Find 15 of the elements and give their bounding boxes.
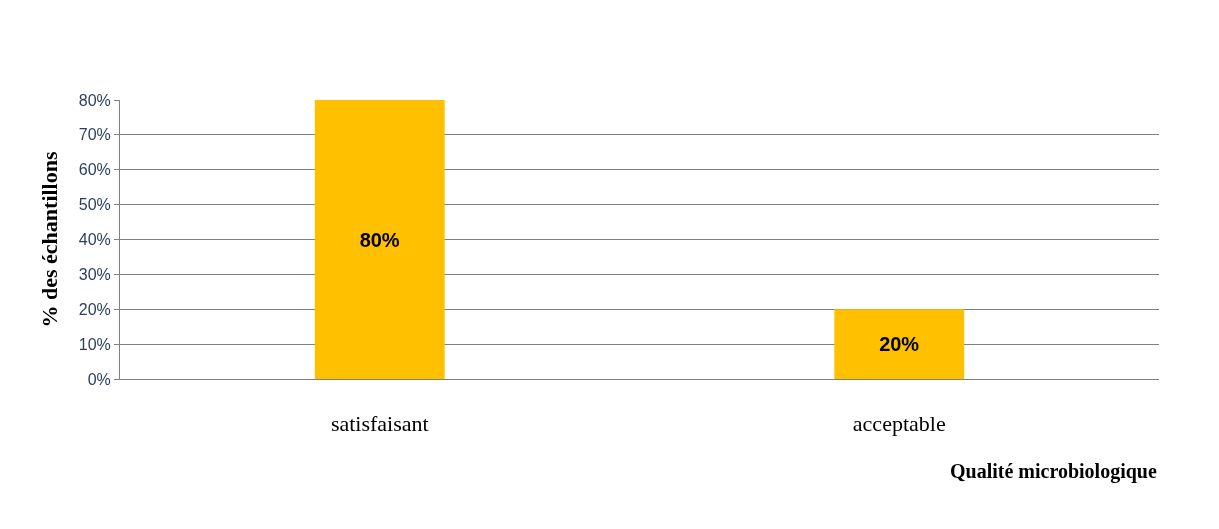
y-tick-label: 0% xyxy=(87,370,111,388)
y-tick-label: 10% xyxy=(78,335,111,353)
y-tick-label: 50% xyxy=(78,196,111,214)
y-tick-label: 70% xyxy=(78,126,111,144)
data-label: 20% xyxy=(879,333,920,356)
y-tick-label: 80% xyxy=(78,91,111,109)
x-axis-title: Qualité microbiologique xyxy=(950,460,1157,483)
y-axis-title: % des échantillons xyxy=(36,151,62,328)
x-tick-label: satisfaisant xyxy=(330,411,429,437)
data-label: 80% xyxy=(359,228,400,251)
y-tick-label: 60% xyxy=(78,161,111,179)
x-tick-label: acceptable xyxy=(852,411,946,437)
y-tick-label: 20% xyxy=(78,300,111,318)
y-tick-label: 30% xyxy=(78,265,111,283)
y-tick-label: 40% xyxy=(78,231,111,249)
